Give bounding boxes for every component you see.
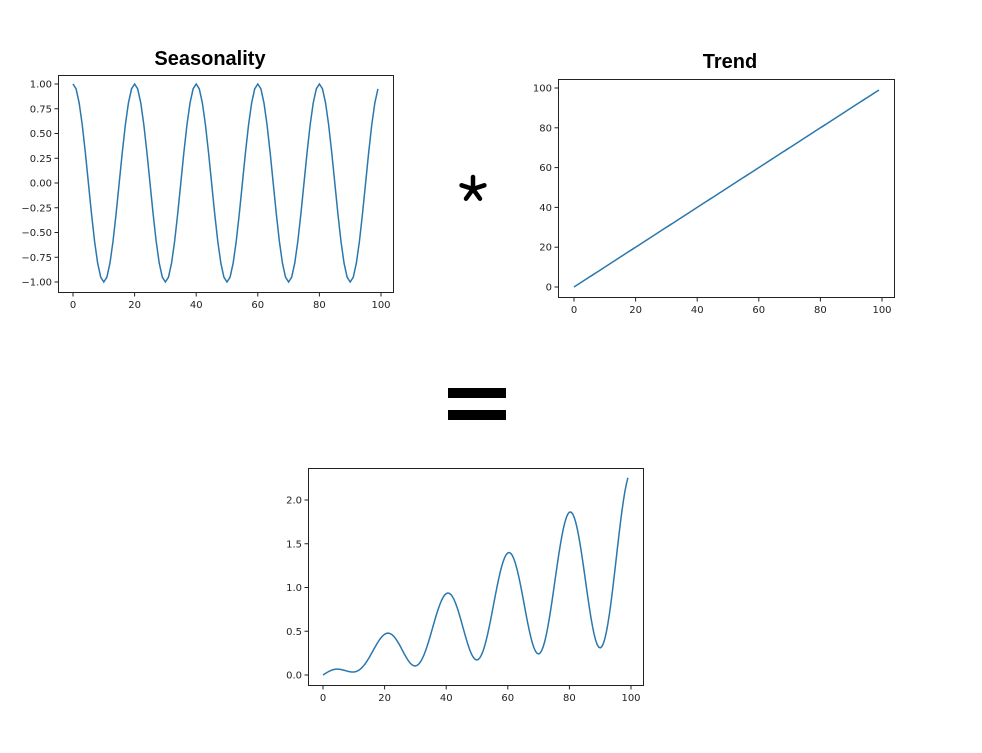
- y-tick-label: −1.00: [21, 278, 52, 289]
- y-tick-label: 100: [533, 84, 552, 95]
- y-tick-label: 0.75: [30, 104, 52, 115]
- y-tick-label: 0.00: [30, 179, 52, 190]
- x-tick-label: 0: [571, 305, 577, 316]
- x-tick-label: 80: [814, 305, 827, 316]
- y-tick-label: 2.0: [286, 496, 302, 507]
- equals-bar-bottom: [448, 410, 506, 420]
- y-tick-label: 0: [546, 283, 552, 294]
- x-tick-label: 20: [629, 305, 642, 316]
- x-tick-label: 40: [190, 300, 203, 311]
- product-axes-frame: [308, 468, 644, 686]
- x-tick-label: 0: [70, 300, 76, 311]
- y-tick-label: 40: [539, 203, 552, 214]
- seasonality-line: [72, 82, 379, 284]
- x-tick-label: 60: [251, 300, 264, 311]
- y-tick-label: 0.5: [286, 627, 302, 638]
- trend-axes-frame: [558, 79, 895, 298]
- y-tick-label: 1.5: [286, 539, 302, 550]
- x-tick-label: 0: [320, 693, 326, 704]
- seasonality-title: Seasonality: [154, 48, 266, 70]
- x-tick-label: 100: [621, 693, 640, 704]
- x-tick-label: 80: [563, 693, 576, 704]
- product-chart: 0 20 40 60 80 100 2.0 1.5 1.0 0.5 0.0: [286, 468, 644, 704]
- x-tick-label: 20: [378, 693, 391, 704]
- y-tick-label: 80: [539, 123, 552, 134]
- x-tick-label: 60: [501, 693, 514, 704]
- y-tick-label: −0.50: [21, 228, 52, 239]
- trend-line: [573, 89, 880, 288]
- x-tick-label: 20: [128, 300, 141, 311]
- x-tick-label: 40: [691, 305, 704, 316]
- equals-bar-top: [448, 388, 506, 398]
- y-tick-label: 20: [539, 243, 552, 254]
- y-tick-label: 0.50: [30, 129, 52, 140]
- x-tick-label: 100: [872, 305, 891, 316]
- y-tick-label: 0.0: [286, 671, 302, 682]
- seasonality-chart: 0 20 40 60 80 100 1.00 0.75 0.50 0.25 0.00 −0.25 −0.…: [21, 75, 394, 311]
- seasonality-axes-frame: [58, 75, 394, 293]
- y-tick-label: 1.00: [30, 80, 52, 91]
- trend-chart: 0 20 40 60 80 100 100 80 60 40 20 0: [533, 79, 895, 316]
- y-tick-label: −0.25: [21, 203, 52, 214]
- y-tick-label: 60: [539, 163, 552, 174]
- x-tick-label: 40: [440, 693, 453, 704]
- y-tick-label: 1.0: [286, 583, 302, 594]
- x-tick-label: 80: [313, 300, 326, 311]
- y-tick-label: 0.25: [30, 154, 52, 165]
- x-tick-label: 100: [371, 300, 390, 311]
- trend-title: Trend: [702, 51, 758, 73]
- y-tick-label: −0.75: [21, 253, 52, 264]
- product-line: [322, 477, 629, 676]
- multiply-operator-icon: [459, 174, 487, 201]
- x-tick-label: 60: [752, 305, 765, 316]
